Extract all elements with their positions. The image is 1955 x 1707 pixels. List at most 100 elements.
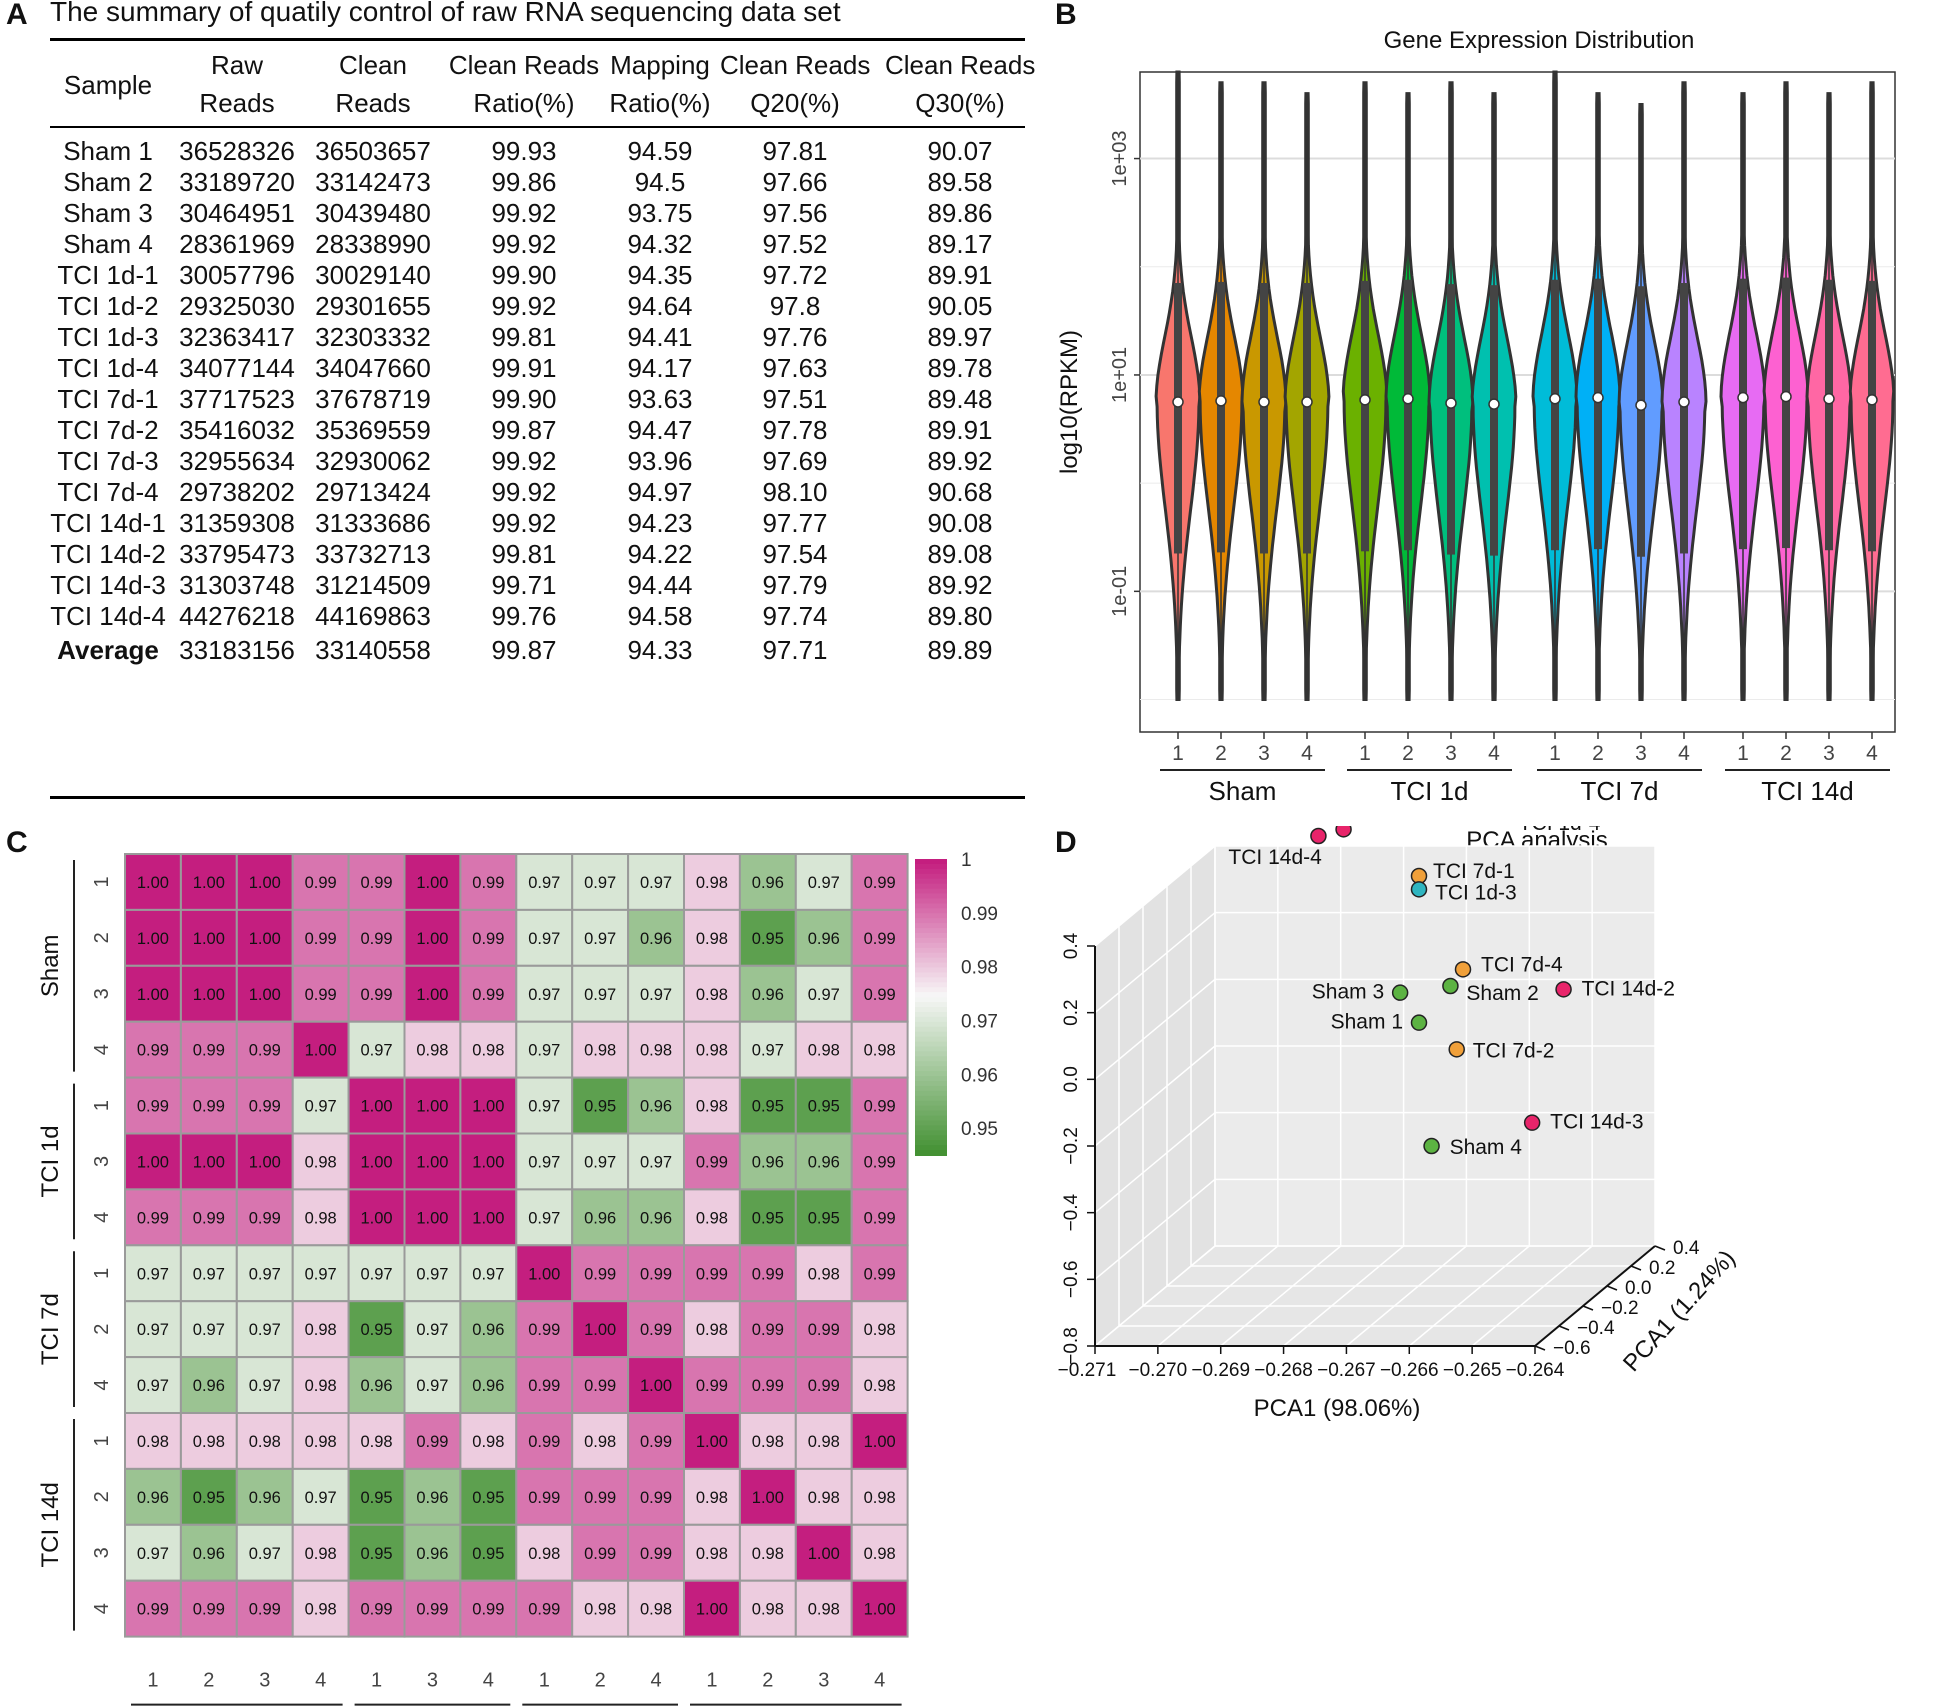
violin-median	[1445, 397, 1457, 409]
table-cell: TCI 7d-2	[57, 415, 159, 445]
heatmap-cell	[235, 1523, 294, 1582]
colorbar-segment	[915, 987, 947, 994]
cell-value: 0.99	[584, 1545, 616, 1563]
heatmap-cell	[459, 853, 518, 911]
violin-box	[1490, 285, 1498, 556]
table-cell: 33189720	[179, 167, 295, 197]
heatmap-cell	[738, 1356, 797, 1414]
x-tick-label: 4	[1866, 742, 1878, 765]
table-cell: 90.05	[927, 291, 993, 321]
table-cell: 89.80	[927, 601, 993, 631]
cell-value: 0.99	[472, 986, 504, 1004]
table-cell: TCI 14d-3	[50, 570, 166, 600]
table-cell: 99.81	[491, 322, 557, 352]
violin-box	[1868, 280, 1876, 552]
heatmap-cell	[850, 1467, 909, 1526]
y-tick-label: −0.2	[1601, 1298, 1639, 1319]
violin-box	[1680, 282, 1688, 554]
table-cell: 93.75	[627, 198, 693, 228]
cell-value: 0.99	[640, 1433, 672, 1451]
cell-value: 0.99	[416, 1433, 448, 1451]
table-cell: 90.07	[927, 136, 993, 166]
heatmap-cell	[347, 1300, 406, 1359]
table-cell: TCI 7d-4	[57, 477, 159, 507]
cell-value: 0.97	[528, 1042, 560, 1060]
violin-box	[1739, 278, 1747, 550]
table-cell: 99.92	[491, 446, 557, 476]
gene-expression-violin-chart: Gene Expression Distribution 1e-01 1e+01 1e…	[1056, 27, 1896, 806]
cell-value: 0.98	[305, 1377, 337, 1395]
row-label: 1	[91, 876, 113, 887]
x-tick-label: −0.265	[1443, 1360, 1502, 1381]
cell-value: 0.96	[640, 930, 672, 948]
cell-value: 0.97	[137, 1377, 169, 1395]
cell-value: 0.99	[808, 1377, 840, 1395]
heatmap-cell	[571, 1244, 630, 1303]
table-cell: 97.8	[769, 291, 821, 321]
heatmap-cell	[515, 1523, 574, 1582]
table-cell: 89.58	[927, 167, 993, 197]
table-cell: Sham 4	[63, 229, 153, 259]
col-label: 3	[259, 1670, 270, 1692]
cell-value: 0.99	[193, 1098, 225, 1116]
col-label: 2	[595, 1670, 606, 1692]
cell-value: 0.99	[137, 1042, 169, 1060]
panel-label-b: B	[1055, 0, 1077, 31]
col-label: 2	[203, 1670, 214, 1692]
heatmap-cell	[235, 1132, 294, 1191]
table-cell: 29713424	[315, 477, 431, 507]
colorbar-segment	[915, 868, 947, 875]
table-cell: 30057796	[179, 260, 295, 290]
heatmap-cell	[403, 1132, 462, 1191]
colorbar-segment	[915, 1056, 947, 1063]
cell-value: 1.00	[193, 1153, 225, 1171]
table-cell: TCI 1d-2	[57, 291, 159, 321]
cell-value: 0.97	[640, 1153, 672, 1171]
pca-3d-scatter: PCA analysis−0.271 −0.270 −0.269 −0.268 −0.2…	[1058, 826, 1741, 1422]
cell-value: 0.98	[696, 930, 728, 948]
violin-median	[1301, 396, 1313, 408]
col-label: 1	[706, 1670, 717, 1692]
column-header-line: Clean	[339, 50, 407, 80]
table-cell: 34077144	[179, 353, 295, 383]
table-cell: 99.87	[491, 415, 557, 445]
cell-value: 0.97	[584, 874, 616, 892]
y-axis	[1534, 1245, 1656, 1347]
z-tick-label: −0.2	[1061, 1127, 1082, 1165]
cell-value: 1.00	[305, 1042, 337, 1060]
cell-value: 0.96	[137, 1489, 169, 1507]
colorbar-segment	[915, 1140, 947, 1147]
cell-value: 0.99	[528, 1489, 560, 1507]
panel-label-a: A	[6, 0, 28, 31]
table-cell: 89.92	[927, 446, 993, 476]
cell-value: 0.98	[360, 1433, 392, 1451]
average-cell: 94.33	[627, 635, 693, 665]
z-tick-label: −0.4	[1061, 1193, 1082, 1231]
panel-label-c: C	[6, 826, 28, 859]
column-header-line: Clean Reads	[448, 50, 600, 80]
colorbar-segment	[915, 923, 947, 930]
cell-value: 0.98	[472, 1433, 504, 1451]
column-header-line: Clean Reads	[720, 50, 871, 80]
colorbar-segment	[915, 1002, 947, 1008]
x-tick-label: 1	[1549, 742, 1561, 765]
heatmap-cell	[347, 1132, 406, 1191]
colorbar-tick-label: 0.95	[961, 1119, 998, 1140]
table-cell: 94.44	[627, 570, 693, 600]
floor-gridline	[1283, 1245, 1405, 1347]
table-cell: 94.41	[627, 322, 693, 352]
table-cell: Sham 2	[63, 167, 153, 197]
group-label: TCI 14d	[1761, 776, 1854, 806]
heatmap-cell	[124, 1300, 182, 1359]
table-cell: 33142473	[315, 167, 431, 197]
heatmap-cell	[403, 1020, 462, 1079]
table-cell: 32363417	[179, 322, 295, 352]
colorbar-segment	[915, 898, 947, 905]
pca-point-label: Sham 4	[1450, 1136, 1523, 1159]
table-cell: 44276218	[179, 601, 295, 631]
cell-value: 0.97	[249, 1265, 281, 1283]
pca-point-label: TCI 14d-4	[1228, 846, 1322, 869]
average-cell: Average	[57, 635, 159, 665]
row-label: 1	[91, 1100, 113, 1111]
cell-value: 0.98	[305, 1545, 337, 1563]
